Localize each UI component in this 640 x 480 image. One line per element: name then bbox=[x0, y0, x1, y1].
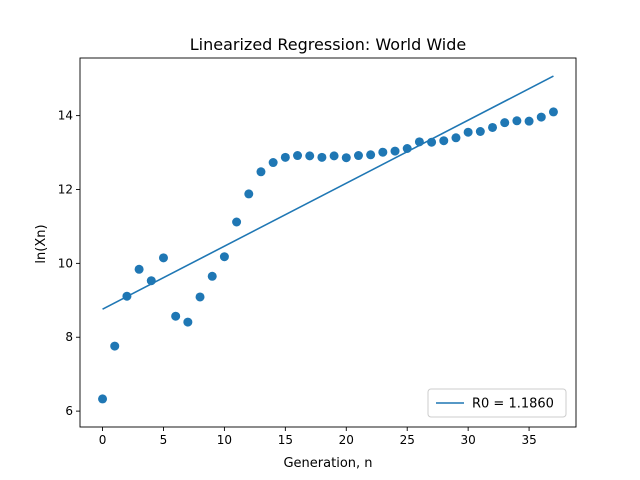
data-point-34 bbox=[512, 116, 522, 126]
plot-area: 0 5 10 15 20 25 30 35 6 8 10 12 14 R0 = 1.1860 bbox=[58, 57, 577, 447]
x-tick-label: 15 bbox=[278, 433, 293, 447]
data-point-36 bbox=[536, 112, 546, 122]
data-point-13 bbox=[256, 167, 266, 177]
data-point-29 bbox=[451, 133, 461, 143]
data-point-19 bbox=[329, 151, 339, 161]
data-point-0 bbox=[98, 394, 108, 404]
data-point-23 bbox=[378, 147, 388, 157]
x-tick-label: 0 bbox=[99, 433, 107, 447]
axes-frame bbox=[79, 57, 577, 428]
data-point-8 bbox=[195, 292, 205, 302]
data-point-9 bbox=[207, 271, 217, 281]
data-point-28 bbox=[439, 136, 449, 146]
y-tick-label: 10 bbox=[58, 256, 73, 270]
x-axis-label: Generation, n bbox=[283, 456, 372, 471]
data-point-11 bbox=[232, 217, 242, 227]
data-point-7 bbox=[183, 317, 193, 327]
x-tick-label: 30 bbox=[461, 433, 476, 447]
data-point-16 bbox=[293, 151, 303, 161]
data-point-31 bbox=[475, 127, 485, 136]
y-tick-label: 8 bbox=[65, 330, 73, 344]
data-point-35 bbox=[524, 116, 534, 126]
x-tick-label: 5 bbox=[160, 433, 168, 447]
x-tick-label: 35 bbox=[521, 433, 536, 447]
data-point-17 bbox=[305, 151, 315, 161]
y-tick-label: 14 bbox=[58, 109, 73, 123]
data-point-6 bbox=[171, 311, 181, 321]
data-point-21 bbox=[353, 151, 363, 161]
data-point-20 bbox=[341, 153, 351, 163]
data-point-5 bbox=[158, 253, 168, 263]
x-tick-label: 10 bbox=[217, 433, 232, 447]
data-point-32 bbox=[488, 122, 498, 132]
data-point-10 bbox=[219, 252, 229, 262]
data-point-24 bbox=[390, 146, 400, 156]
data-point-3 bbox=[134, 264, 144, 274]
y-tick-label: 6 bbox=[65, 404, 73, 418]
data-point-12 bbox=[244, 189, 254, 199]
legend-label: R0 = 1.1860 bbox=[472, 397, 554, 412]
data-point-22 bbox=[366, 150, 376, 160]
data-point-33 bbox=[500, 118, 510, 128]
x-tick-label: 20 bbox=[339, 433, 354, 447]
data-point-14 bbox=[268, 158, 278, 168]
legend: R0 = 1.1860 bbox=[427, 388, 567, 418]
y-tick-label: 12 bbox=[58, 182, 73, 196]
data-point-30 bbox=[463, 127, 473, 137]
legend-box bbox=[427, 388, 567, 418]
data-point-1 bbox=[110, 341, 120, 351]
data-point-37 bbox=[548, 107, 558, 117]
regression-line bbox=[102, 75, 554, 310]
data-point-15 bbox=[280, 152, 290, 162]
chart-title: Linearized Regression: World Wide bbox=[190, 35, 467, 54]
data-point-18 bbox=[317, 152, 327, 162]
y-axis-label: ln(Xn) bbox=[34, 224, 49, 263]
x-tick-label: 25 bbox=[400, 433, 415, 447]
